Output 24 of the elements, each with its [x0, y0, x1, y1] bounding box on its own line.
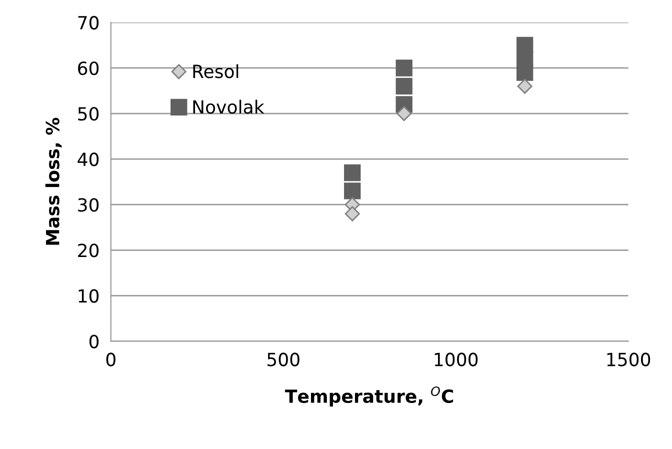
- point: [396, 106, 412, 122]
- x-tick-label: 1000: [434, 352, 478, 366]
- y-tick-label: 40: [78, 152, 99, 166]
- x-tick-label: 500: [268, 352, 300, 366]
- x-tick-label: 0: [106, 352, 116, 366]
- y-axis-title: Mass loss, %: [45, 118, 62, 245]
- point: [396, 60, 412, 76]
- legend-label: Resol: [193, 64, 238, 78]
- x-axis-title: Temperature, $^{O}$C: [285, 386, 454, 407]
- y-tick-label: 60: [78, 61, 99, 76]
- point: [516, 36, 534, 54]
- y-tick-label: 20: [78, 244, 99, 258]
- point: [344, 182, 361, 200]
- point: [344, 164, 361, 182]
- y-tick-label: 50: [78, 106, 99, 121]
- point: [344, 206, 360, 222]
- y-tick-label: 0: [89, 334, 99, 348]
- y-tick-label: 30: [78, 198, 99, 212]
- legend-label: Novolak: [193, 100, 264, 114]
- y-tick-label: 10: [78, 289, 99, 303]
- point: [517, 78, 532, 94]
- y-tick-label: 70: [78, 16, 99, 30]
- x-tick-label: 1500: [607, 352, 650, 366]
- point: [396, 78, 412, 95]
